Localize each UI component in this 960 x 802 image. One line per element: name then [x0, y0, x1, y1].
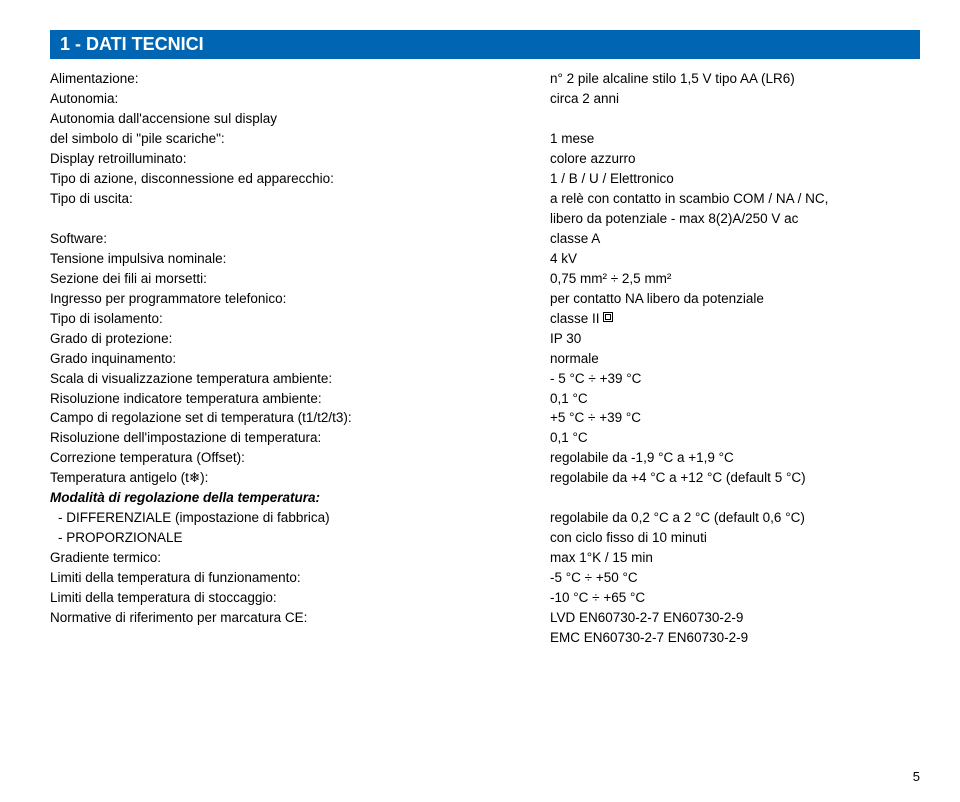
spec-value: regolabile da 0,2 °C a 2 °C (default 0,6…: [550, 508, 920, 528]
content-area: Alimentazione: Autonomia: Autonomia dall…: [50, 69, 920, 648]
spec-label: Tipo di azione, disconnessione ed appare…: [50, 169, 520, 189]
spec-label: Ingresso per programmatore telefonico:: [50, 289, 520, 309]
spec-value: per contatto NA libero da potenziale: [550, 289, 920, 309]
spec-label: Limiti della temperatura di funzionament…: [50, 568, 520, 588]
spec-value: regolabile da +4 °C a +12 °C (default 5 …: [550, 468, 920, 488]
spec-value: con ciclo fisso di 10 minuti: [550, 528, 920, 548]
spec-value: [550, 109, 920, 129]
spec-label: - PROPORZIONALE: [50, 528, 520, 548]
spec-value: 0,75 mm² ÷ 2,5 mm²: [550, 269, 920, 289]
spec-value: EMC EN60730-2-7 EN60730-2-9: [550, 628, 920, 648]
spec-label: Normative di riferimento per marcatura C…: [50, 608, 520, 628]
spec-label: Alimentazione:: [50, 69, 520, 89]
spec-label: Limiti della temperatura di stoccaggio:: [50, 588, 520, 608]
spec-value: 4 kV: [550, 249, 920, 269]
spec-value: 1 / B / U / Elettronico: [550, 169, 920, 189]
spec-label: Temperatura antigelo (t❄):: [50, 468, 520, 488]
values-column: n° 2 pile alcaline stilo 1,5 V tipo AA (…: [550, 69, 920, 648]
section-title: 1 - DATI TECNICI: [50, 30, 920, 59]
spec-label: Gradiente termico:: [50, 548, 520, 568]
spec-label: Tipo di isolamento:: [50, 309, 520, 329]
spec-label: Correzione temperatura (Offset):: [50, 448, 520, 468]
spec-label: Campo di regolazione set di temperatura …: [50, 408, 520, 428]
spec-value: a relè con contatto in scambio COM / NA …: [550, 189, 920, 209]
spec-value: 0,1 °C: [550, 389, 920, 409]
spec-label: Tipo di uscita:: [50, 189, 520, 209]
spec-value: [550, 488, 920, 508]
spec-value: -5 °C ÷ +50 °C: [550, 568, 920, 588]
spec-value: libero da potenziale - max 8(2)A/250 V a…: [550, 209, 920, 229]
label-part: Temperatura antigelo (t: [50, 470, 189, 485]
spec-value: n° 2 pile alcaline stilo 1,5 V tipo AA (…: [550, 69, 920, 89]
page-number: 5: [913, 769, 920, 784]
spec-value: +5 °C ÷ +39 °C: [550, 408, 920, 428]
title-text: 1 - DATI TECNICI: [60, 34, 204, 54]
spec-label: Tensione impulsiva nominale:: [50, 249, 520, 269]
spec-label: Autonomia dall'accensione sul display: [50, 109, 520, 129]
spec-label: Risoluzione indicatore temperatura ambie…: [50, 389, 520, 409]
spec-value: IP 30: [550, 329, 920, 349]
spec-value: normale: [550, 349, 920, 369]
spec-value: 0,1 °C: [550, 428, 920, 448]
spec-label: [50, 209, 520, 229]
spec-value: max 1°K / 15 min: [550, 548, 920, 568]
spec-value: circa 2 anni: [550, 89, 920, 109]
spec-label: Software:: [50, 229, 520, 249]
spec-label: Modalità di regolazione della temperatur…: [50, 488, 520, 508]
spec-label: del simbolo di "pile scariche":: [50, 129, 520, 149]
spec-value: classe A: [550, 229, 920, 249]
spec-value: regolabile da -1,9 °C a +1,9 °C: [550, 448, 920, 468]
spec-value: -10 °C ÷ +65 °C: [550, 588, 920, 608]
spec-label: Risoluzione dell'impostazione di tempera…: [50, 428, 520, 448]
spec-value: 1 mese: [550, 129, 920, 149]
spec-label: Display retroilluminato:: [50, 149, 520, 169]
spec-label: - DIFFERENZIALE (impostazione di fabbric…: [50, 508, 520, 528]
value-part: classe II: [550, 311, 603, 326]
snowflake-icon: ❄: [189, 470, 200, 485]
spec-value: - 5 °C ÷ +39 °C: [550, 369, 920, 389]
spec-label: Autonomia:: [50, 89, 520, 109]
spec-value: LVD EN60730-2-7 EN60730-2-9: [550, 608, 920, 628]
label-part: ):: [200, 470, 208, 485]
spec-label: Sezione dei fili ai morsetti:: [50, 269, 520, 289]
spec-value: colore azzurro: [550, 149, 920, 169]
spec-label: Scala di visualizzazione temperatura amb…: [50, 369, 520, 389]
spec-value: classe II: [550, 309, 920, 329]
spec-label: Grado inquinamento:: [50, 349, 520, 369]
spec-label: Grado di protezione:: [50, 329, 520, 349]
labels-column: Alimentazione: Autonomia: Autonomia dall…: [50, 69, 520, 648]
class2-icon: [603, 312, 613, 322]
